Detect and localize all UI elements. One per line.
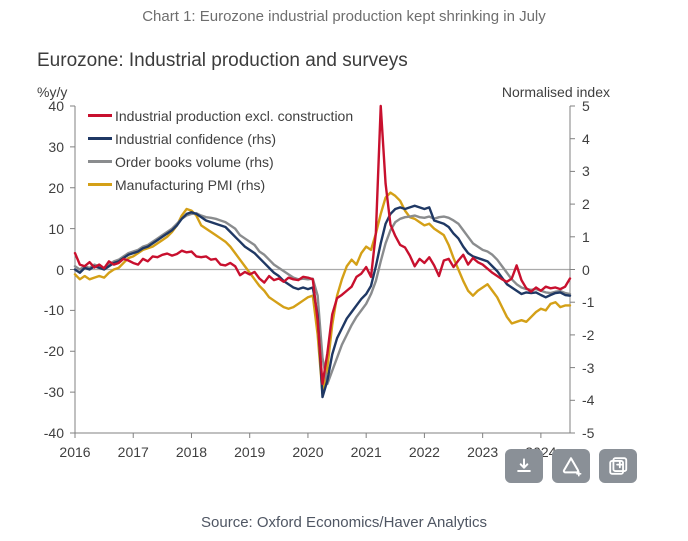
legend-item-manufacturing-pmi: Manufacturing PMI (rhs) bbox=[88, 173, 353, 196]
create-alert-button[interactable] bbox=[552, 449, 590, 483]
legend-item-industrial-confidence: Industrial confidence (rhs) bbox=[88, 127, 353, 150]
source-note: Source: Oxford Economics/Haver Analytics bbox=[201, 514, 487, 531]
legend-label: Order books volume (rhs) bbox=[115, 153, 274, 170]
create-alert-icon bbox=[562, 457, 582, 477]
chart-title: Eurozone: Industrial production and surv… bbox=[37, 50, 408, 71]
legend-label: Industrial production excl. construction bbox=[115, 107, 354, 124]
legend-label: Industrial confidence (rhs) bbox=[115, 130, 277, 147]
legend-item-order-books: Order books volume (rhs) bbox=[88, 150, 353, 173]
add-to-collection-icon bbox=[609, 457, 628, 475]
download-icon bbox=[517, 458, 531, 472]
right-axis-unit: Normalised index bbox=[501, 84, 610, 100]
legend-swatch bbox=[88, 114, 112, 117]
legend-swatch bbox=[88, 160, 112, 163]
legend-item-industrial-production: Industrial production excl. construction bbox=[88, 104, 353, 127]
legend-swatch bbox=[88, 183, 112, 186]
chart-toolbar bbox=[505, 449, 637, 483]
add-to-collection-button[interactable] bbox=[599, 449, 637, 483]
legend-swatch bbox=[88, 137, 112, 140]
legend: Industrial production excl. construction… bbox=[88, 104, 353, 196]
left-axis-unit: %y/y bbox=[37, 84, 68, 100]
legend-label: Manufacturing PMI (rhs) bbox=[115, 176, 266, 193]
download-button[interactable] bbox=[505, 449, 543, 483]
page-title: Chart 1: Eurozone industrial production … bbox=[142, 8, 546, 25]
